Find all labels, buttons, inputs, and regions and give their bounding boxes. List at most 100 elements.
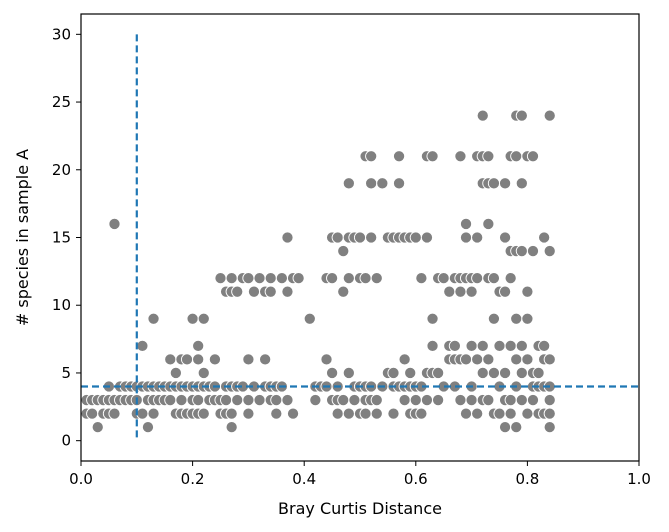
data-point [214, 272, 227, 285]
data-point [86, 407, 99, 420]
x-axis-label: Bray Curtis Distance [278, 499, 442, 518]
data-point [331, 407, 344, 420]
y-tick-label: 0 [61, 432, 71, 450]
data-point [231, 285, 244, 298]
data-point [471, 353, 484, 366]
data-point [510, 421, 523, 434]
data-point [476, 109, 489, 122]
data-point [543, 244, 556, 258]
data-point [175, 393, 188, 407]
data-point [326, 272, 339, 285]
data-point [242, 407, 255, 420]
data-point [197, 366, 210, 380]
data-point [532, 366, 545, 380]
data-point [487, 312, 500, 325]
data-point [197, 312, 210, 325]
data-point [365, 150, 378, 163]
x-tick-label: 0.0 [69, 470, 93, 488]
data-point [499, 177, 512, 190]
data-point [471, 272, 484, 285]
data-point [275, 272, 288, 285]
data-point [337, 244, 350, 258]
data-point [108, 217, 121, 230]
data-point [164, 393, 177, 407]
data-point [398, 393, 411, 407]
data-point [487, 272, 500, 285]
data-point [515, 366, 528, 380]
data-point [309, 393, 322, 407]
data-point [515, 109, 528, 122]
data-point [231, 393, 244, 407]
data-point [510, 353, 523, 366]
y-tick-label: 30 [52, 25, 71, 43]
data-point [526, 244, 540, 258]
data-point [348, 393, 361, 407]
y-axis-ticks: 0 5 10 15 20 25 30 [52, 25, 81, 450]
data-point [538, 231, 551, 244]
data-point [499, 421, 512, 434]
data-point [393, 177, 406, 190]
data-point [459, 353, 473, 366]
data-point [487, 177, 500, 190]
data-point [409, 231, 422, 244]
y-tick-label: 15 [52, 229, 71, 247]
data-point [259, 353, 272, 366]
data-point [359, 407, 372, 420]
data-point [487, 366, 500, 380]
data-point [365, 177, 378, 190]
data-point [169, 366, 182, 380]
data-point [521, 312, 534, 325]
data-point [270, 393, 283, 407]
data-point [543, 421, 556, 434]
data-point [499, 285, 512, 298]
data-point [353, 231, 367, 244]
x-tick-label: 0.8 [515, 470, 539, 488]
data-point [437, 272, 450, 285]
data-point [482, 150, 495, 163]
data-point [247, 285, 261, 298]
data-point [264, 285, 277, 298]
data-point [538, 339, 551, 352]
data-point [164, 353, 177, 366]
data-point [426, 150, 439, 163]
data-point [459, 217, 473, 230]
data-point [543, 109, 556, 122]
data-point [476, 339, 489, 352]
x-axis-ticks: 0.0 0.2 0.4 0.6 0.8 1.0 [69, 461, 651, 488]
data-points [80, 109, 556, 434]
data-point [415, 272, 428, 285]
data-point [504, 407, 517, 420]
data-point [141, 421, 155, 434]
data-point [526, 393, 540, 407]
data-point [471, 231, 484, 244]
data-point [426, 339, 439, 352]
data-point [242, 393, 255, 407]
data-point [242, 272, 255, 285]
data-point [521, 285, 534, 298]
data-point [337, 393, 350, 407]
data-point [342, 366, 355, 380]
data-point [504, 393, 517, 407]
data-point [292, 272, 305, 285]
data-point [459, 231, 473, 244]
data-point [543, 407, 556, 420]
data-point [342, 272, 355, 285]
data-point [543, 393, 556, 407]
data-point [208, 353, 221, 366]
data-point [331, 231, 344, 244]
data-point [186, 312, 199, 325]
x-tick-label: 0.4 [292, 470, 316, 488]
data-point [197, 407, 210, 420]
data-point [270, 407, 283, 420]
y-tick-label: 10 [52, 296, 71, 314]
data-point [337, 285, 350, 298]
data-point [225, 407, 238, 420]
data-point [482, 393, 495, 407]
data-point [432, 393, 445, 407]
data-point [499, 231, 512, 244]
data-point [420, 393, 434, 407]
data-point [482, 217, 495, 230]
data-point [454, 150, 467, 163]
data-point [510, 150, 523, 163]
data-point [515, 244, 528, 258]
